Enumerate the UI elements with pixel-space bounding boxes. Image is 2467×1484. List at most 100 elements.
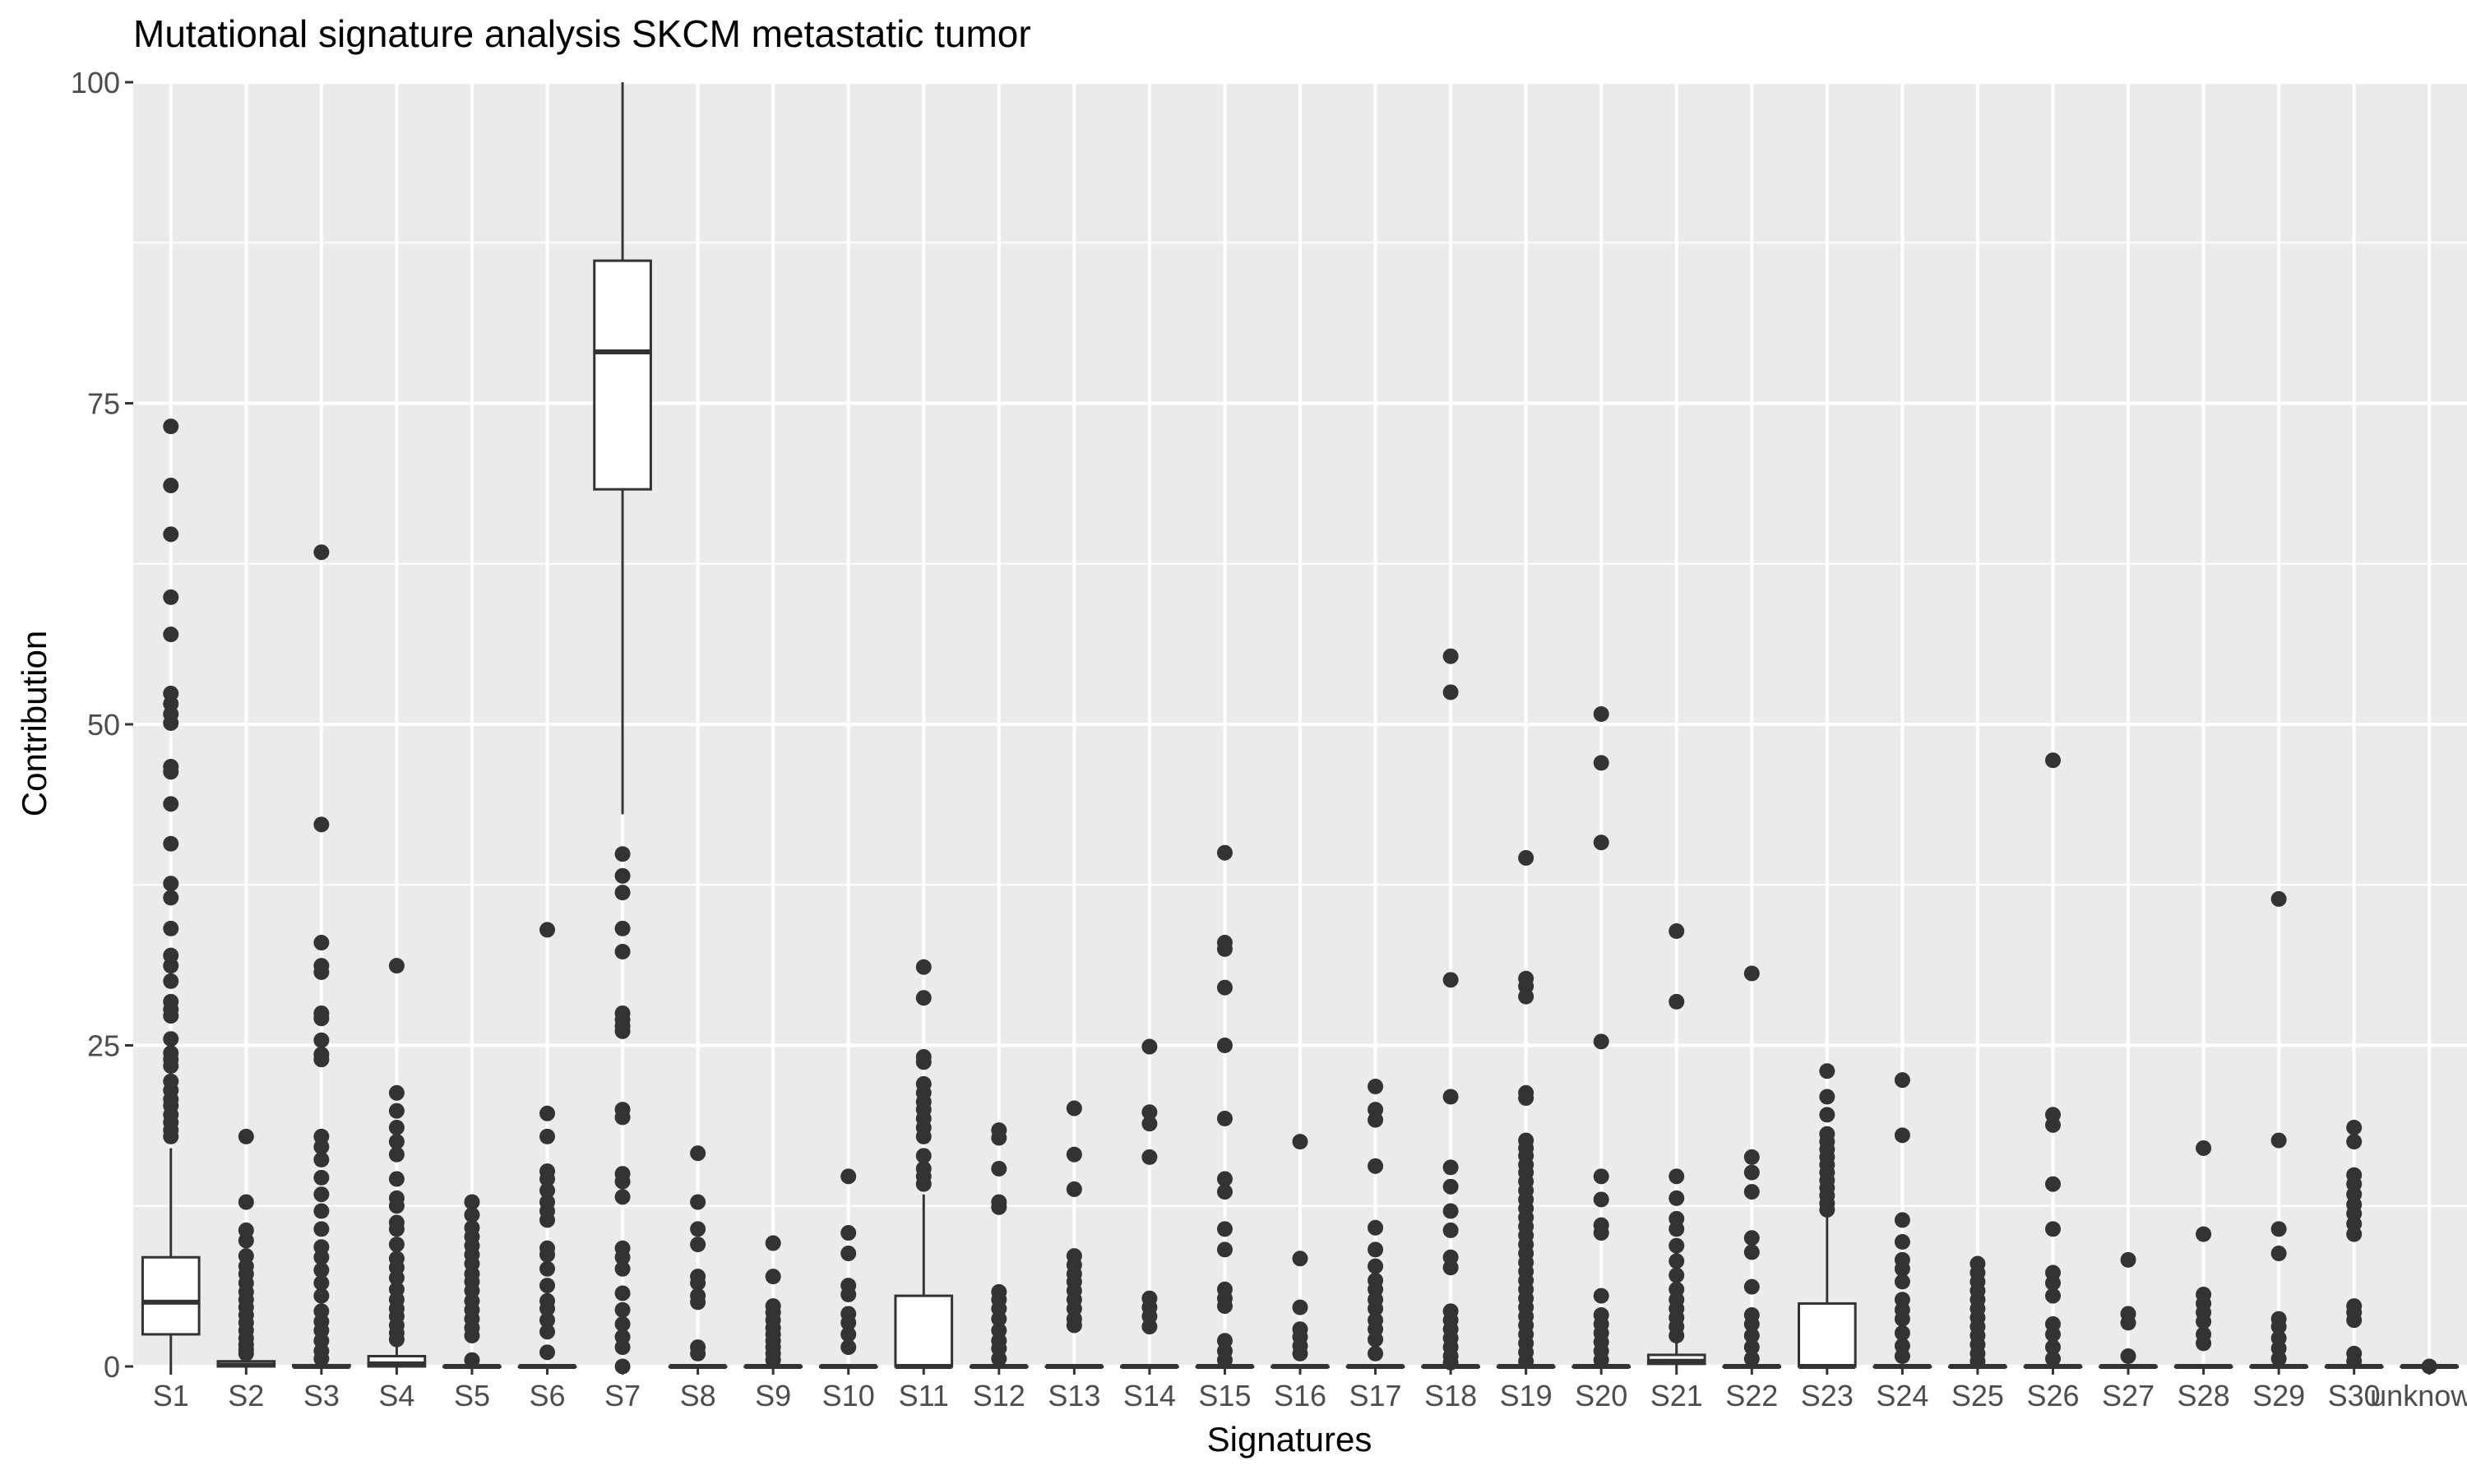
outlier-point bbox=[539, 1171, 556, 1187]
x-tick-label: S6 bbox=[529, 1379, 565, 1412]
outlier-point bbox=[539, 1128, 556, 1144]
axes: 0 25 50 75 100 S1 S2 S3 S4 S5 S6 S7 S8 S9 S10 S11 S12 S13… bbox=[71, 66, 2467, 1412]
box-S19 bbox=[1496, 849, 1556, 1370]
x-tick-label: S30 bbox=[2328, 1379, 2381, 1412]
outlier-point bbox=[690, 1237, 706, 1253]
outlier-point bbox=[539, 1278, 556, 1294]
outlier-point bbox=[1743, 1230, 1760, 1246]
outlier-point bbox=[2270, 890, 2287, 907]
outlier-point bbox=[388, 1103, 405, 1119]
outlier-point bbox=[2270, 1246, 2287, 1262]
outlier-point bbox=[614, 1301, 631, 1318]
outlier-point bbox=[1292, 1251, 1308, 1267]
outlier-point bbox=[1066, 1100, 1082, 1116]
outlier-point bbox=[2196, 1335, 2212, 1352]
outlier-point bbox=[388, 1331, 405, 1348]
outlier-point bbox=[2270, 1351, 2287, 1367]
outlier-point bbox=[1368, 1241, 1384, 1258]
outlier-point bbox=[915, 1148, 932, 1164]
outlier-point bbox=[840, 1339, 857, 1356]
outlier-point bbox=[1669, 1190, 1685, 1206]
outlier-point bbox=[1819, 1107, 1835, 1123]
box-S1 bbox=[141, 418, 201, 1366]
y-tick-label: 0 bbox=[104, 1350, 120, 1384]
x-tick-label: S10 bbox=[822, 1379, 875, 1412]
outlier-point bbox=[539, 1344, 556, 1361]
outlier-point bbox=[163, 1057, 179, 1074]
outlier-point bbox=[690, 1294, 706, 1311]
outlier-point bbox=[539, 922, 556, 938]
outlier-point bbox=[2196, 1140, 2212, 1156]
outlier-point bbox=[313, 1288, 330, 1304]
outlier-point bbox=[1442, 1089, 1459, 1105]
x-tick-label: S15 bbox=[1198, 1379, 1251, 1412]
y-tick-label: 100 bbox=[71, 66, 120, 99]
outlier-point bbox=[163, 526, 179, 543]
outlier-point bbox=[388, 1198, 405, 1214]
outlier-point bbox=[1141, 1038, 1158, 1055]
box-series bbox=[141, 82, 2460, 1375]
outlier-point bbox=[539, 1105, 556, 1121]
outlier-point bbox=[1216, 1352, 1233, 1368]
outlier-point bbox=[313, 1262, 330, 1278]
x-tick-label: S7 bbox=[604, 1379, 641, 1412]
outlier-point bbox=[1442, 1354, 1459, 1371]
outlier-point bbox=[313, 1249, 330, 1265]
y-tick-label: 25 bbox=[87, 1029, 120, 1063]
outlier-point bbox=[1819, 1201, 1835, 1218]
outlier-point bbox=[1593, 755, 1609, 771]
outlier-point bbox=[1518, 1353, 1534, 1370]
outlier-point bbox=[1669, 1267, 1685, 1283]
outlier-point bbox=[388, 1171, 405, 1187]
outlier-point bbox=[690, 1145, 706, 1162]
outlier-point bbox=[1894, 1127, 1910, 1144]
outlier-point bbox=[1743, 1339, 1760, 1356]
outlier-point bbox=[1216, 844, 1233, 861]
outlier-point bbox=[163, 958, 179, 974]
x-tick-label: S17 bbox=[1349, 1379, 1402, 1412]
outlier-point bbox=[539, 1324, 556, 1340]
outlier-point bbox=[313, 1203, 330, 1219]
outlier-point bbox=[163, 626, 179, 643]
outlier-point bbox=[2196, 1313, 2212, 1329]
outlier-point bbox=[1593, 1288, 1609, 1304]
outlier-point bbox=[388, 1269, 405, 1286]
outlier-point bbox=[840, 1326, 857, 1343]
outlier-point bbox=[388, 1221, 405, 1237]
outlier-point bbox=[1442, 1203, 1459, 1219]
x-tick-label: S8 bbox=[680, 1379, 716, 1412]
outlier-point bbox=[991, 1160, 1007, 1177]
outlier-point bbox=[163, 764, 179, 780]
outlier-point bbox=[1141, 1116, 1158, 1132]
box-S21 bbox=[1646, 922, 1706, 1366]
outlier-point bbox=[1292, 1345, 1308, 1361]
y-tick-label: 50 bbox=[87, 708, 120, 742]
x-tick-label: S20 bbox=[1575, 1379, 1627, 1412]
outlier-point bbox=[690, 1194, 706, 1210]
box-S2 bbox=[216, 1128, 276, 1368]
outlier-point bbox=[1442, 1178, 1459, 1195]
outlier-point bbox=[1368, 1345, 1384, 1361]
outlier-point bbox=[1743, 1278, 1760, 1295]
outlier-point bbox=[313, 1186, 330, 1203]
outlier-point bbox=[1216, 1111, 1233, 1127]
outlier-point bbox=[1669, 1328, 1685, 1344]
outlier-point bbox=[313, 1221, 330, 1237]
outlier-point bbox=[539, 1246, 556, 1263]
outlier-point bbox=[1368, 1331, 1384, 1348]
outlier-point bbox=[313, 1139, 330, 1155]
outlier-point bbox=[388, 1119, 405, 1135]
outlier-point bbox=[2346, 1134, 2363, 1150]
outlier-point bbox=[1669, 1253, 1685, 1269]
outlier-point bbox=[1216, 941, 1233, 957]
outlier-point bbox=[1819, 1089, 1835, 1105]
outlier-point bbox=[163, 477, 179, 493]
outlier-point bbox=[1593, 1191, 1609, 1208]
outlier-point bbox=[539, 1212, 556, 1228]
outlier-point bbox=[2346, 1119, 2363, 1135]
outlier-point bbox=[464, 1194, 480, 1210]
outlier-point bbox=[614, 885, 631, 901]
outlier-point bbox=[1442, 684, 1459, 700]
box-S5 bbox=[442, 1194, 502, 1369]
